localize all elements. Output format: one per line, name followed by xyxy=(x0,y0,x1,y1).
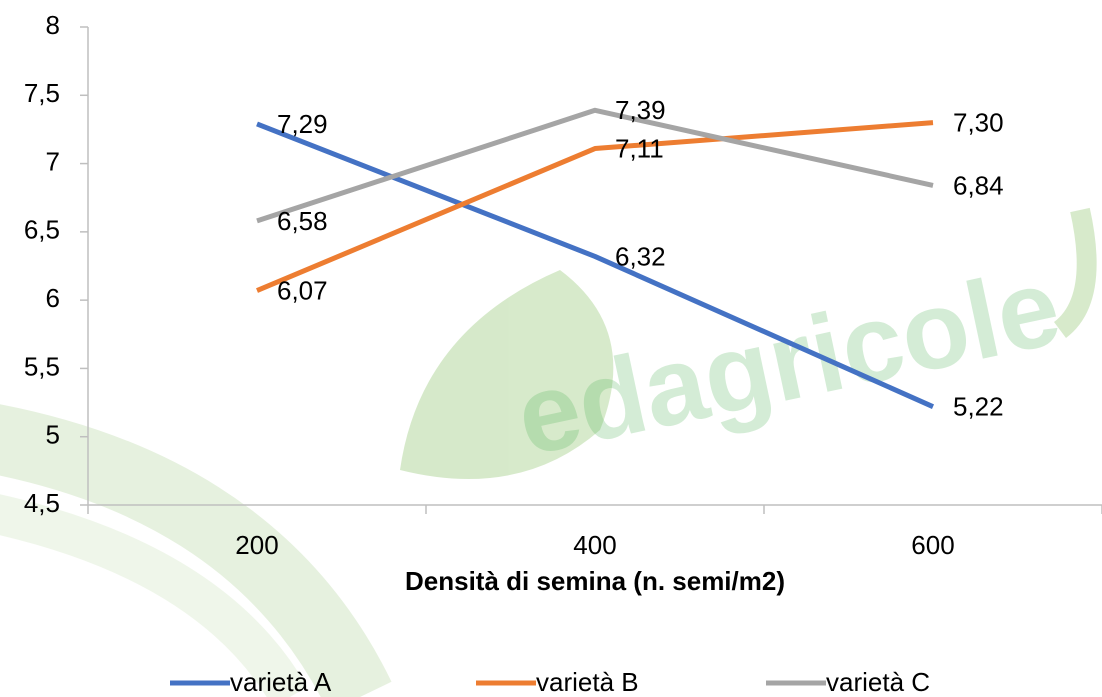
series-line xyxy=(256,107,934,224)
data-label: 7,39 xyxy=(615,95,666,125)
legend-label: varietà A xyxy=(230,667,332,697)
x-tick-label: 200 xyxy=(235,530,278,560)
watermark-decoration xyxy=(0,207,1097,697)
y-tick-label: 6,5 xyxy=(24,215,60,245)
data-label: 6,07 xyxy=(277,275,328,305)
y-tick-label: 7 xyxy=(46,146,60,176)
data-label: 7,11 xyxy=(615,133,664,163)
y-tick-label: 4,5 xyxy=(24,488,60,518)
legend-label: varietà C xyxy=(826,667,930,697)
x-tick-label: 400 xyxy=(573,530,616,560)
data-label: 7,29 xyxy=(277,109,328,139)
data-label: 6,32 xyxy=(615,241,666,271)
series-line xyxy=(256,120,934,293)
data-label: 6,84 xyxy=(953,170,1004,200)
x-tick-label: 600 xyxy=(911,530,954,560)
y-tick-label: 6 xyxy=(46,283,60,313)
y-tick-label: 7,5 xyxy=(24,78,60,108)
data-label: 6,58 xyxy=(277,206,328,236)
data-label: 7,30 xyxy=(953,107,1004,137)
legend-label: varietà B xyxy=(536,667,639,697)
y-tick-label: 5,5 xyxy=(24,351,60,381)
y-tick-label: 8 xyxy=(46,10,60,40)
y-tick-label: 5 xyxy=(46,420,60,450)
data-label: 5,22 xyxy=(953,392,1004,422)
series-line xyxy=(256,121,935,409)
watermark: edagricole xyxy=(506,244,1070,479)
x-axis-title: Densità di semina (n. semi/m2) xyxy=(405,566,785,596)
